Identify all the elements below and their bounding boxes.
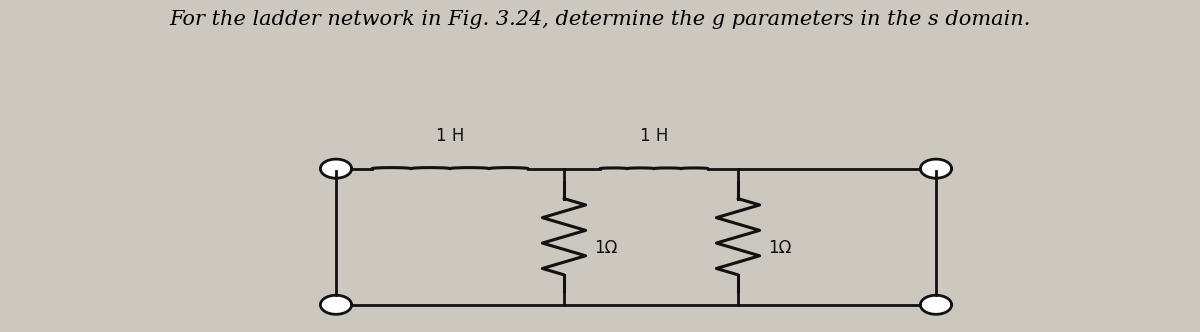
- Text: 1Ω: 1Ω: [594, 239, 617, 257]
- Text: 1Ω: 1Ω: [768, 239, 791, 257]
- Text: For the ladder network in Fig. 3.24, determine the g parameters in the s domain.: For the ladder network in Fig. 3.24, det…: [169, 10, 1031, 29]
- Text: 1 H: 1 H: [640, 127, 668, 145]
- Polygon shape: [320, 159, 352, 178]
- Polygon shape: [320, 295, 352, 314]
- Polygon shape: [920, 295, 952, 314]
- Text: 1 H: 1 H: [436, 127, 464, 145]
- Polygon shape: [920, 159, 952, 178]
